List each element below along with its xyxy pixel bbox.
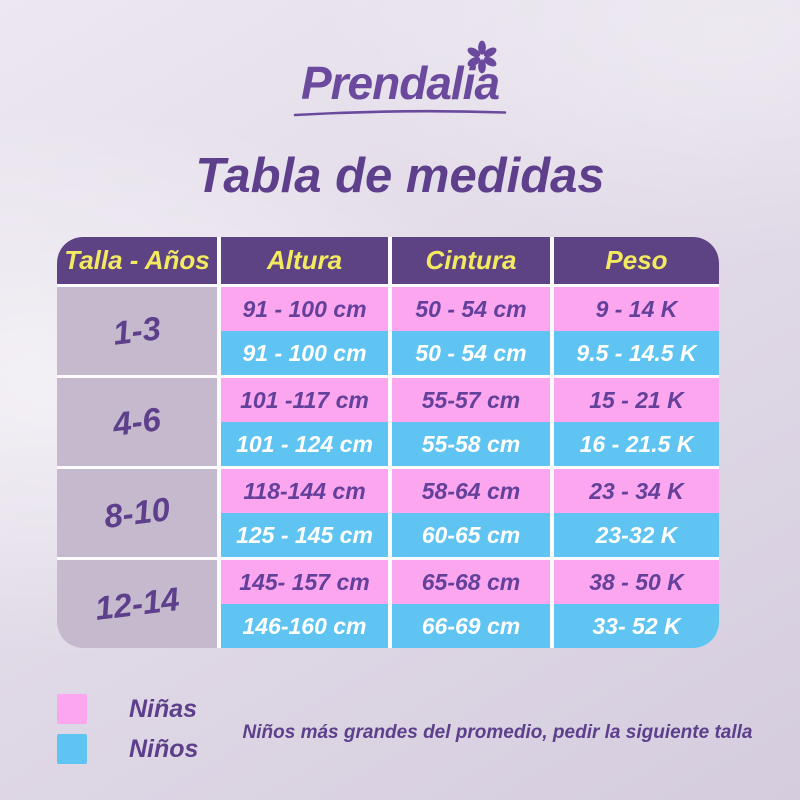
ninos-altura-cell: 125 - 145 cm [221, 513, 388, 557]
table-group-12-14: 12-14 145- 157 cm 65-68 cm 38 - 50 K 146… [57, 560, 719, 648]
header-altura: Altura [221, 237, 388, 284]
talla-label: 1-3 [111, 309, 163, 352]
talla-cell: 12-14 [57, 560, 217, 648]
talla-label: 12-14 [92, 579, 182, 628]
size-table: Talla - Años Altura Cintura Peso 1-3 91 … [57, 237, 719, 648]
ninas-altura-cell: 101 -117 cm [221, 378, 388, 422]
ninas-color-swatch [57, 694, 87, 724]
ninos-cintura-cell: 66-69 cm [392, 604, 550, 648]
ninas-cintura-cell: 65-68 cm [392, 560, 550, 604]
ninas-cintura-cell: 58-64 cm [392, 469, 550, 513]
legend-item-ninos: Niños [57, 734, 198, 764]
brand-header: Prendalia [0, 40, 800, 118]
legend: Niñas Niños [57, 694, 198, 764]
ninos-peso-cell: 23-32 K [554, 513, 719, 557]
ninos-cintura-cell: 60-65 cm [392, 513, 550, 557]
header-cintura: Cintura [392, 237, 550, 284]
legend-label-ninas: Niñas [129, 694, 198, 723]
ninos-peso-cell: 9.5 - 14.5 K [554, 331, 719, 375]
table-group-4-6: 4-6 101 -117 cm 55-57 cm 15 - 21 K 101 -… [57, 378, 719, 466]
ninas-altura-cell: 118-144 cm [221, 469, 388, 513]
flower-icon [467, 40, 497, 74]
size-note: Niños más grandes del promedio, pedir la… [242, 722, 753, 743]
ninos-cintura-cell: 55-58 cm [392, 422, 550, 466]
header-talla-anos: Talla - Años [57, 237, 217, 284]
ninos-color-swatch [57, 734, 87, 764]
talla-label: 4-6 [111, 400, 163, 443]
ninas-peso-cell: 23 - 34 K [554, 469, 719, 513]
legend-item-ninas: Niñas [57, 694, 198, 724]
ninos-peso-cell: 16 - 21.5 K [554, 422, 719, 466]
logo-underline-swoosh [293, 109, 507, 117]
talla-label: 8-10 [101, 490, 172, 535]
ninas-peso-cell: 38 - 50 K [554, 560, 719, 604]
brand-logo: Prendalia [293, 40, 507, 118]
ninos-altura-cell: 146-160 cm [221, 604, 388, 648]
ninos-cintura-cell: 50 - 54 cm [392, 331, 550, 375]
legend-label-ninos: Niños [129, 734, 199, 763]
talla-cell: 8-10 [57, 469, 217, 557]
talla-cell: 1-3 [57, 287, 217, 375]
ninas-altura-cell: 145- 157 cm [221, 560, 388, 604]
header-peso: Peso [554, 237, 719, 284]
table-header-row: Talla - Años Altura Cintura Peso [57, 237, 719, 284]
ninas-altura-cell: 91 - 100 cm [221, 287, 388, 331]
ninas-cintura-cell: 55-57 cm [392, 378, 550, 422]
ninos-peso-cell: 33- 52 K [554, 604, 719, 648]
table-group-1-3: 1-3 91 - 100 cm 50 - 54 cm 9 - 14 K 91 -… [57, 287, 719, 375]
ninos-altura-cell: 91 - 100 cm [221, 331, 388, 375]
ninas-peso-cell: 15 - 21 K [554, 378, 719, 422]
ninas-cintura-cell: 50 - 54 cm [392, 287, 550, 331]
talla-cell: 4-6 [57, 378, 217, 466]
ninos-altura-cell: 101 - 124 cm [221, 422, 388, 466]
ninas-peso-cell: 9 - 14 K [554, 287, 719, 331]
brand-name: Prendalia [300, 57, 500, 109]
table-group-8-10: 8-10 118-144 cm 58-64 cm 23 - 34 K 125 -… [57, 469, 719, 557]
page-title: Tabla de medidas [195, 149, 605, 203]
